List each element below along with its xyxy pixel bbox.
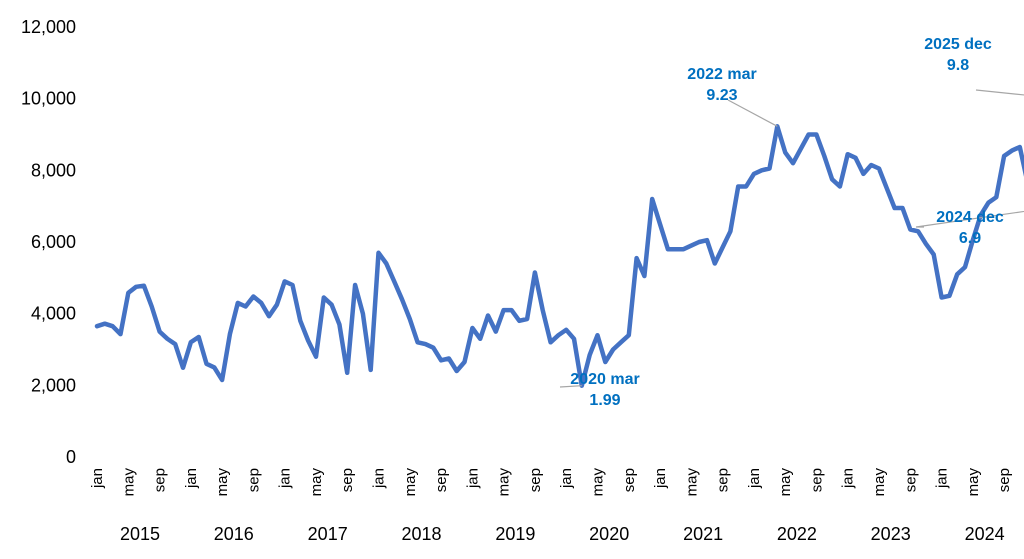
- x-tick-label: may: [214, 468, 231, 497]
- series-line: [94, 124, 1024, 388]
- x-tick-label: may: [871, 468, 888, 497]
- x-tick-label: sep: [433, 468, 450, 492]
- x-tick-label: jan: [840, 468, 857, 489]
- x-tick-label: sep: [902, 468, 919, 492]
- annotation-value: 9.8: [947, 57, 969, 74]
- x-tick-label: sep: [808, 468, 825, 492]
- year-label: 2018: [401, 524, 441, 544]
- x-tick-label: sep: [996, 468, 1013, 492]
- y-tick-label: 6,000: [31, 232, 76, 252]
- annotation-leader-line: [727, 99, 778, 127]
- y-tick-label: 10,000: [21, 89, 76, 109]
- annotation-leader-line: [915, 210, 1024, 228]
- year-label: 2022: [777, 524, 817, 544]
- x-tick-label: jan: [89, 468, 106, 489]
- x-tick-label: may: [120, 468, 137, 497]
- annotation-value: 1.99: [589, 392, 620, 409]
- x-tick-label: jan: [371, 468, 388, 489]
- x-tick-label: may: [308, 468, 325, 497]
- annotation-leader-line: [975, 89, 1024, 96]
- y-tick-label: 4,000: [31, 304, 76, 324]
- x-tick-label: may: [777, 468, 794, 497]
- year-label: 2020: [589, 524, 629, 544]
- y-tick-label: 8,000: [31, 160, 76, 180]
- y-tick-label: 0: [66, 447, 76, 467]
- y-tick-label: 12,000: [21, 17, 76, 37]
- annotation-value: 6.9: [959, 230, 981, 247]
- x-tick-label: sep: [152, 468, 169, 492]
- annotation-label: 2020 mar: [570, 371, 639, 388]
- y-axis: 0 2,000 4,000 6,000 8,000 10,000 12,000: [21, 17, 76, 467]
- year-label: 2016: [214, 524, 254, 544]
- x-tick-label: sep: [715, 468, 732, 492]
- x-tick-label: jan: [183, 468, 200, 489]
- x-tick-label: jan: [746, 468, 763, 489]
- x-tick-label: jan: [934, 468, 951, 489]
- x-tick-label: jan: [652, 468, 669, 489]
- x-tick-label: may: [590, 468, 607, 497]
- y-tick-label: 2,000: [31, 375, 76, 395]
- series-layer: [94, 124, 1024, 388]
- x-tick-label: may: [402, 468, 419, 497]
- x-tick-label: sep: [621, 468, 638, 492]
- x-tick-label: may: [496, 468, 513, 497]
- x-tick-label: jan: [464, 468, 481, 489]
- year-label: 2015: [120, 524, 160, 544]
- annotation-leader-line: [559, 385, 582, 388]
- x-tick-label: sep: [245, 468, 262, 492]
- year-label: 2021: [683, 524, 723, 544]
- annotation-label: 2025 dec: [924, 36, 992, 53]
- year-label: 2024: [965, 524, 1005, 544]
- annotation-value: 9.23: [706, 87, 737, 104]
- x-tick-label: sep: [339, 468, 356, 492]
- x-tick-label: may: [683, 468, 700, 497]
- year-label: 2019: [495, 524, 535, 544]
- x-tick-label: jan: [558, 468, 575, 489]
- year-label: 2023: [871, 524, 911, 544]
- annotation-label: 2022 mar: [687, 66, 756, 83]
- year-label: 2017: [308, 524, 348, 544]
- x-tick-label: may: [965, 468, 982, 497]
- x-tick-label: sep: [527, 468, 544, 492]
- x-tick-label: jan: [277, 468, 294, 489]
- annotation-label: 2024 dec: [936, 209, 1004, 226]
- annotation-layer: 2020 mar 1.99 2022 mar 9.23 2024 dec 6.9 2025 …: [559, 36, 1024, 409]
